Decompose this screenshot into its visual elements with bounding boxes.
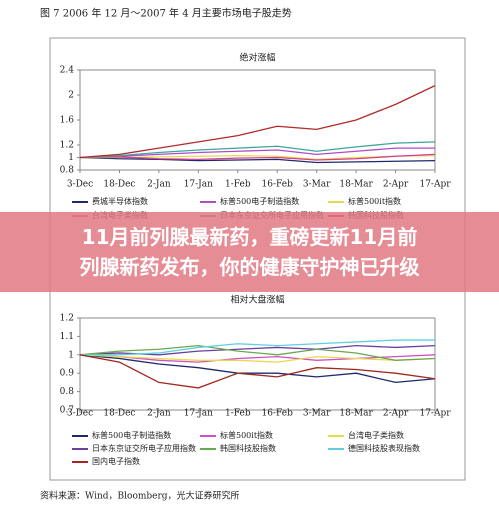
- legend-label: 费城半导体指数: [92, 196, 148, 206]
- series-line: [79, 354, 436, 384]
- legend-label: 国内电子指数: [92, 456, 140, 466]
- x-tick-label: 3-Mar: [303, 409, 331, 419]
- x-tick-label: 18-Dec: [103, 180, 135, 190]
- x-tick-label: 17-Jan: [184, 409, 213, 419]
- legend-label: 日本东京证交所电子应用指数: [92, 443, 196, 453]
- source: 资料来源：Wind，Bloomberg，光大证券研究所: [40, 490, 240, 502]
- y-tick-label: 0.9: [60, 369, 75, 379]
- chart-title: 绝对涨幅: [239, 52, 275, 64]
- x-tick-label: 18-Mar: [339, 409, 373, 419]
- x-tick-label: 17-Apr: [419, 180, 451, 190]
- banner-line: 11月前列腺最新药，重磅更新11月前: [81, 225, 418, 249]
- x-tick-label: 2-Jan: [147, 180, 171, 190]
- legend-label: 台湾电子类指数: [348, 430, 404, 440]
- series-line: [79, 85, 436, 159]
- chart-title: 相对大盘涨幅: [230, 294, 284, 306]
- series-line: [79, 141, 436, 159]
- series-line: [79, 153, 436, 161]
- banner: 11月前列腺最新药，重磅更新11月前 列腺新药发布，你的健康守护神已升级: [0, 212, 499, 292]
- legend-label: 标普500电子制造指数: [220, 196, 299, 206]
- x-tick-label: 16-Feb: [262, 409, 294, 419]
- y-tick-label: 1.6: [60, 116, 75, 126]
- legend-label: 德国科技股表现指数: [348, 443, 420, 453]
- banner-line: 列腺新药发布，你的健康守护神已升级: [79, 255, 420, 279]
- x-tick-label: 1-Feb: [225, 409, 251, 419]
- series-line: [79, 354, 436, 389]
- series-line: [79, 354, 436, 363]
- series-line: [79, 344, 436, 361]
- y-tick-label: 0.7: [60, 406, 75, 416]
- x-tick-label: 3-Dec: [67, 180, 93, 190]
- series-line: [79, 147, 435, 159]
- x-tick-label: 2-Apr: [383, 180, 409, 190]
- x-tick-label: 16-Feb: [262, 180, 294, 190]
- x-tick-label: 1-Feb: [225, 180, 251, 190]
- x-tick-label: 2-Apr: [383, 409, 409, 419]
- legend-label: 标普500it指数: [220, 430, 273, 440]
- x-tick-label: 3-Dec: [67, 409, 93, 419]
- y-tick-label: 1: [68, 153, 74, 163]
- x-tick-label: 2-Jan: [147, 409, 171, 419]
- y-tick-label: 1.2: [60, 314, 74, 324]
- x-tick-label: 17-Jan: [184, 180, 213, 190]
- series-line: [79, 156, 436, 164]
- x-tick-label: 18-Mar: [339, 180, 373, 190]
- plot-area: [79, 317, 436, 411]
- y-tick-label: 0.8: [60, 387, 75, 397]
- y-tick-label: 1: [68, 350, 74, 360]
- x-tick-label: 17-Apr: [419, 409, 451, 419]
- figure-title: 图 7 2006 年 12 月～2007 年 4 月主要市场电子股走势: [40, 7, 292, 20]
- y-tick-label: 0.8: [60, 166, 75, 176]
- series-line: [80, 339, 435, 356]
- y-tick-label: 2: [68, 91, 74, 101]
- y-tick-label: 1.1: [60, 332, 74, 342]
- y-tick-label: 1.2: [60, 141, 74, 151]
- series-line: [79, 354, 436, 363]
- legend-label: 标普500it指数: [348, 196, 401, 206]
- x-tick-label: 3-Mar: [303, 180, 331, 190]
- x-tick-label: 18-Dec: [103, 409, 135, 419]
- y-tick-label: 2.4: [60, 66, 75, 76]
- legend-label: 标普500电子制造指数: [92, 430, 171, 440]
- legend-label: 韩国科技股指数: [220, 443, 276, 453]
